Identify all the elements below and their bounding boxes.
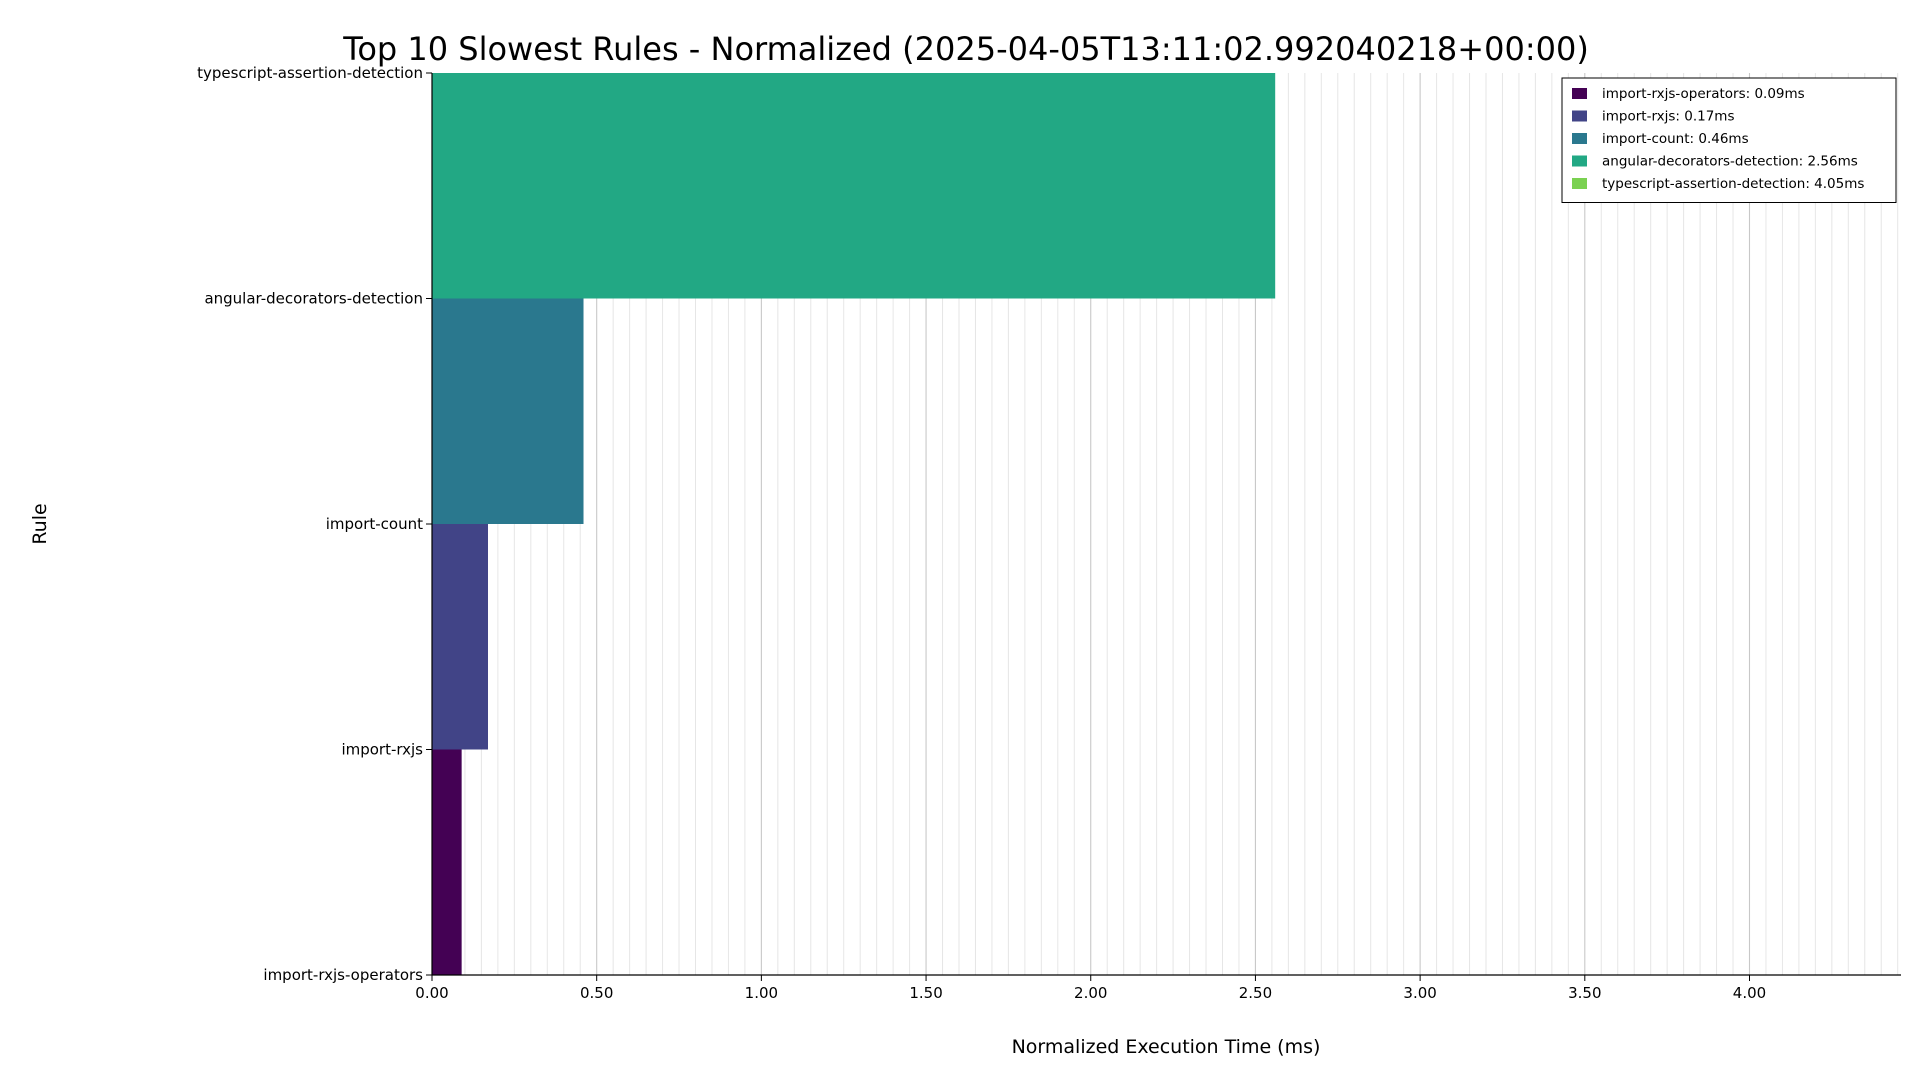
legend-entry: import-rxjs-operators: 0.09ms	[1602, 86, 1805, 102]
legend-entry: import-count: 0.46ms	[1602, 131, 1749, 147]
x-tick-label: 2.50	[1239, 984, 1272, 1002]
bar-layer	[432, 73, 1276, 975]
y-tick-label: import-count	[326, 515, 423, 533]
x-tick-label: 3.00	[1403, 984, 1436, 1002]
y-tick-label: typescript-assertion-detection	[197, 64, 423, 82]
x-tick-label: 4.00	[1733, 984, 1766, 1002]
tick-layer: import-rxjs-operators import-rxjs import-c…	[197, 64, 1766, 1002]
y-tick-label: import-rxjs	[341, 741, 423, 759]
x-tick-label: 1.50	[909, 984, 942, 1002]
legend-box	[1561, 77, 1897, 203]
x-tick-label: 0.50	[580, 984, 613, 1002]
chart-title: Top 10 Slowest Rules - Normalized (2025-…	[342, 30, 1589, 68]
bar-import-rxjs	[432, 524, 488, 750]
bar-angular-decorators-detection	[432, 73, 1276, 299]
y-axis-label: Rule	[29, 503, 51, 544]
legend-swatch	[1572, 178, 1587, 189]
legend-swatch	[1572, 88, 1587, 99]
x-tick-label: 1.00	[745, 984, 778, 1002]
legend-entry: angular-decorators-detection: 2.56ms	[1602, 154, 1858, 170]
x-tick-label: 2.00	[1074, 984, 1107, 1002]
x-tick-label: 3.50	[1568, 984, 1601, 1002]
legend-entry: import-rxjs: 0.17ms	[1602, 109, 1735, 125]
y-tick-label: import-rxjs-operators	[263, 966, 423, 984]
bar-import-count	[432, 298, 584, 524]
bar-import-rxjs-operators	[432, 749, 462, 975]
legend: import-rxjs-operators: 0.09ms import-rxjs…	[1561, 77, 1897, 203]
x-axis-label: Normalized Execution Time (ms)	[1012, 1036, 1321, 1058]
x-tick-label: 0.00	[415, 984, 448, 1002]
y-tick-label: angular-decorators-detection	[204, 290, 423, 308]
legend-swatch	[1572, 155, 1587, 167]
legend-swatch	[1572, 133, 1587, 144]
legend-entry: typescript-assertion-detection: 4.05ms	[1602, 176, 1864, 192]
legend-swatch	[1572, 110, 1587, 122]
